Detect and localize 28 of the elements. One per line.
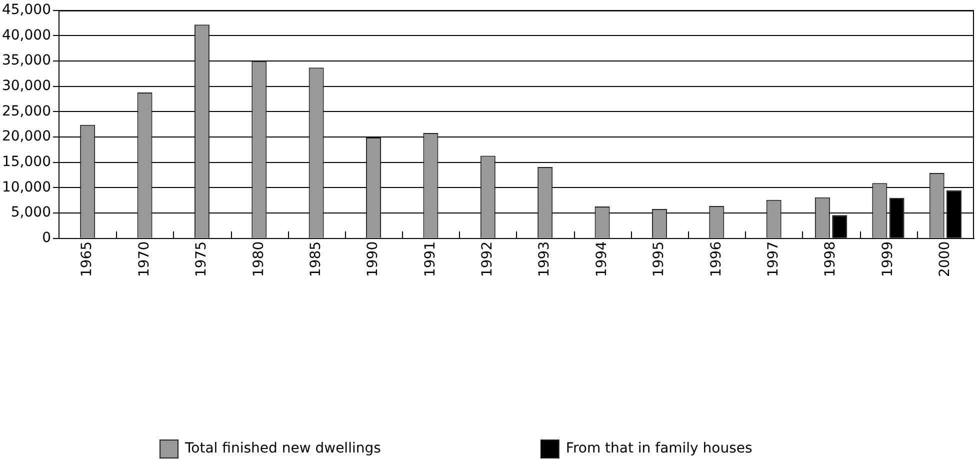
x-tick-label: 1994 [594,241,610,278]
y-tick-label: 40,000 [2,27,51,44]
x-tick-label: 1996 [708,241,724,278]
y-tick-label: 0 [42,230,51,246]
x-tick-label: 2000 [937,241,954,278]
x-tick-label: 1992 [480,241,496,278]
y-tick-label: 10,000 [2,179,51,196]
x-tick-label: 1999 [880,241,896,278]
x-tick-label: 1965 [79,241,96,278]
x-tick-label: 1995 [651,241,668,278]
legend-label: From that in family houses [566,440,752,457]
x-tick-label: 1998 [822,241,839,278]
x-tick-label: 1985 [308,241,324,278]
y-tick-label: 45,000 [2,2,51,18]
x-tick-label: 1991 [422,241,438,278]
y-tick-label: 20,000 [2,128,51,145]
y-tick-label: 35,000 [2,52,51,69]
y-tick-label: 5,000 [10,204,51,221]
x-tick-label: 1980 [250,241,267,278]
x-tick-label: 1970 [136,241,152,278]
y-tick-label: 30,000 [2,78,51,94]
x-tick-label: 1993 [536,241,553,278]
x-tick-label: 1990 [365,241,382,278]
y-tick-label: 15,000 [2,154,51,170]
x-tick-label: 1975 [194,241,210,278]
y-tick-label: 25,000 [2,103,51,120]
legend-label: Total finished new dwellings [184,440,381,457]
x-tick-label: 1997 [765,241,782,278]
